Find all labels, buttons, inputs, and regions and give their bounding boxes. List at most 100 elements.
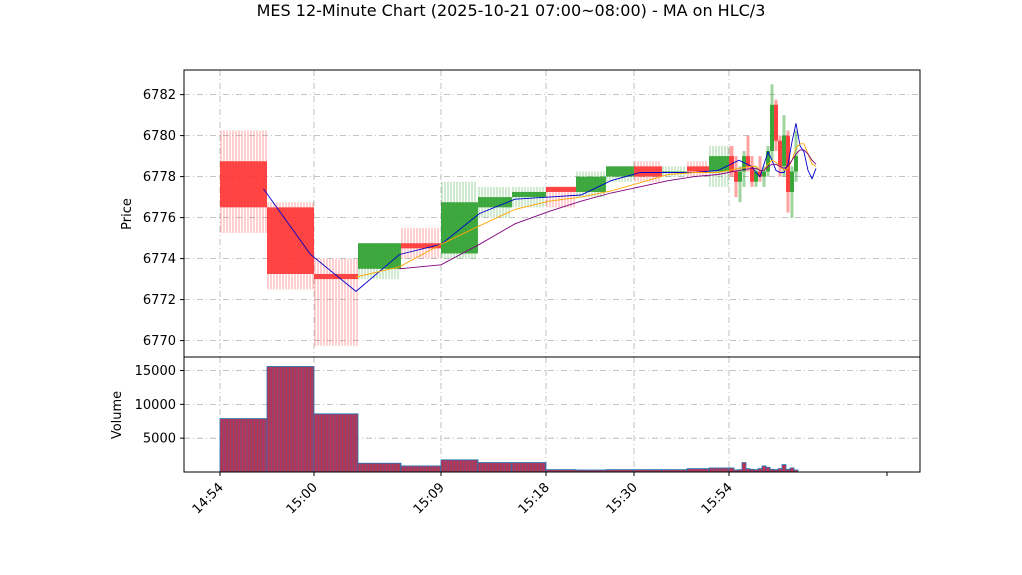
- candle-down: [314, 258, 358, 346]
- ma-line-1: [263, 123, 817, 292]
- volume-y-ticks: 5000 10000 15000: [135, 364, 184, 447]
- candle-up: [782, 115, 786, 177]
- volume-bar: [757, 468, 763, 473]
- ma-line-3: [399, 149, 817, 270]
- candle-body: [478, 197, 512, 208]
- candle-body: [770, 104, 774, 151]
- price-candles: [220, 84, 798, 346]
- candle-body: [738, 171, 742, 182]
- volume-bar: [765, 466, 771, 473]
- candle-up: [738, 166, 742, 203]
- candle-down: [401, 227, 441, 259]
- volume-bar: [745, 468, 751, 473]
- volume-y-axis-label: Volume: [110, 391, 125, 439]
- volume-panel: 5000 10000 15000 Volume 14:54 15:00 15:09 15:…: [110, 356, 921, 517]
- candle-up: [606, 166, 634, 182]
- candle-body: [746, 156, 750, 167]
- candle-down: [634, 161, 662, 182]
- volume-bar-body: [477, 462, 513, 473]
- candle-body: [754, 171, 758, 182]
- volume-bar-body: [440, 459, 479, 473]
- candle-body: [441, 202, 478, 254]
- time-tick-label: 14:54: [190, 480, 227, 517]
- candle-body: [742, 156, 746, 172]
- time-tick-label: 15:09: [411, 480, 448, 517]
- volume-bar: [219, 418, 268, 473]
- price-y-ticks: 6770 6772 6774 6776 6778 6780 6782: [143, 88, 184, 349]
- volume-bar: [511, 462, 547, 473]
- candle-down: [267, 202, 314, 290]
- candle-body: [358, 243, 401, 269]
- candle-body: [750, 166, 754, 182]
- candle-body: [782, 135, 786, 167]
- volume-bar: [440, 459, 479, 473]
- candle-up: [766, 145, 770, 177]
- volume-bar-body: [741, 462, 747, 473]
- candle-body: [546, 186, 576, 192]
- volume-bar: [741, 462, 747, 473]
- volume-bar-body: [357, 462, 402, 473]
- time-tick-label: 15:00: [284, 480, 321, 517]
- candle-body: [314, 273, 358, 280]
- candle-body: [758, 171, 762, 177]
- volume-tick-label: 15000: [135, 364, 176, 379]
- candle-body: [762, 171, 766, 177]
- candle-down: [786, 130, 790, 213]
- volume-bar-body: [511, 462, 547, 473]
- volume-bar-body: [219, 418, 268, 473]
- volume-bar-body: [313, 413, 359, 473]
- candle-body: [401, 243, 441, 249]
- price-y-axis-label: Price: [120, 198, 135, 230]
- candle-body: [576, 176, 606, 192]
- volume-tick-label: 10000: [135, 398, 176, 413]
- ma-line-2: [355, 143, 817, 278]
- candle-body: [794, 156, 798, 172]
- price-tick-label: 6778: [143, 170, 176, 185]
- volume-bars: [219, 366, 799, 473]
- candle-body: [512, 191, 546, 198]
- price-tick-label: 6774: [143, 252, 176, 267]
- volume-bar: [686, 468, 710, 473]
- candle-body: [734, 171, 738, 182]
- price-panel: 6770 6772 6774 6776 6778 6780 6782 Price: [120, 69, 921, 358]
- candle-body: [687, 166, 709, 172]
- volume-bar: [728, 467, 735, 473]
- volume-bar: [357, 462, 402, 473]
- candle-down: [778, 135, 782, 177]
- time-tick-label: 15:30: [604, 480, 641, 517]
- time-tick-label: 15:54: [699, 480, 736, 517]
- volume-bar-body: [757, 468, 763, 473]
- price-tick-label: 6770: [143, 334, 176, 349]
- volume-bar-body: [781, 464, 787, 473]
- volume-bar-body: [777, 468, 783, 473]
- volume-bar-body: [745, 468, 751, 473]
- candle-up: [754, 166, 758, 187]
- candle-body: [790, 171, 794, 192]
- candle-body: [634, 166, 662, 177]
- volume-bar: [708, 467, 730, 473]
- volume-bar: [400, 465, 442, 473]
- candle-down: [734, 156, 738, 198]
- volume-bar-body: [761, 465, 767, 473]
- price-tick-label: 6780: [143, 129, 176, 144]
- volume-bar: [266, 366, 315, 473]
- volume-bar: [777, 468, 783, 473]
- volume-bar-body: [686, 468, 710, 473]
- candle-down: [220, 130, 267, 233]
- candle-up: [770, 84, 774, 162]
- candle-body: [774, 104, 778, 141]
- volume-bar-body: [266, 366, 315, 473]
- candle-body: [606, 166, 634, 177]
- volume-bar-body: [728, 467, 735, 473]
- time-x-ticks: 14:54 15:00 15:09 15:18 15:30 15:54: [190, 472, 888, 517]
- volume-plot-frame: [183, 356, 921, 473]
- candle-down: [750, 156, 754, 187]
- volume-bar-body: [789, 467, 795, 473]
- price-tick-label: 6772: [143, 293, 176, 308]
- candle-body: [778, 140, 782, 167]
- candle-up: [742, 150, 746, 187]
- price-tick-label: 6776: [143, 211, 176, 226]
- time-tick-label: 15:18: [516, 480, 553, 517]
- volume-bar: [313, 413, 359, 473]
- candle-up: [576, 171, 606, 198]
